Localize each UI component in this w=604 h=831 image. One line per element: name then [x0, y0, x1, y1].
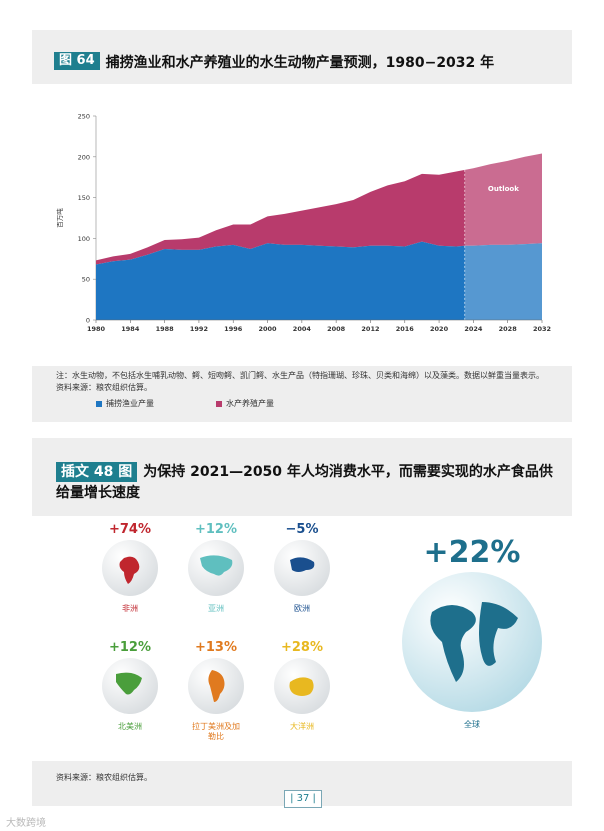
x-tick-label: 1984	[121, 325, 140, 333]
region-pct: +22%	[423, 535, 521, 570]
box-48-panel: 插文 48 图为保持 2021—2050 年人均消费水平，而需要实现的水产食品供…	[32, 438, 572, 806]
watermark: 大数跨境	[6, 818, 46, 829]
box-48-tag: 插文 48 图	[56, 462, 138, 482]
continent-shape	[116, 672, 142, 695]
y-tick-label: 200	[78, 153, 90, 161]
x-tick-label: 2016	[396, 325, 415, 333]
region-pct: −5%	[285, 522, 319, 537]
region-name: 北美洲	[118, 722, 142, 731]
region-pct: +12%	[194, 522, 237, 537]
outlook-overlay	[464, 116, 542, 320]
region-1: +12% 亚洲	[178, 522, 254, 614]
region-pct: +12%	[108, 640, 151, 655]
figure-64-title: 捕捞渔业和水产养殖业的水生动物产量预测，1980−2032 年	[105, 55, 495, 71]
region-pct: +28%	[280, 640, 323, 655]
production-chart-svg: 0 50 100 150 200 250 百万吨 Outlook 1980 1984 1988 199…	[55, 113, 551, 334]
figure-64-note: 注：水生动物，不包括水生哺乳动物、鳄、短吻鳄、凯门鳄、水生产品（特指珊瑚、珍珠、…	[56, 371, 544, 380]
region-name: 大洋洲	[290, 722, 314, 731]
x-tick-label: 2028	[499, 325, 518, 333]
globe-grid: +74% 非洲 +12% 亚洲 −5% 欧洲 +12% 北美洲 +13% 拉丁美洲及加勒比 +28%…	[32, 516, 572, 761]
x-tick-label: 2008	[327, 325, 346, 333]
region-5: +28% 大洋洲	[264, 640, 340, 732]
globe-sphere	[402, 572, 542, 712]
continent-shape	[208, 670, 225, 702]
figure-64-tag: 图 64	[54, 52, 100, 70]
region-name: 全球	[464, 720, 480, 729]
y-tick-label: 150	[78, 194, 90, 202]
x-tick-label: 1992	[190, 325, 208, 333]
globe-north-america-icon	[102, 658, 158, 714]
figure-64-panel: 图 64 捕捞渔业和水产养殖业的水生动物产量预测，1980−2032 年 0 50 1…	[32, 30, 572, 422]
figure-64-title-row: 图 64 捕捞渔业和水产养殖业的水生动物产量预测，1980−2032 年	[54, 52, 558, 73]
region-6: +22% 全球	[392, 536, 552, 730]
x-tick-label: 2032	[533, 325, 551, 333]
region-name: 拉丁美洲及加勒比	[192, 722, 240, 741]
continent-shape	[200, 555, 233, 576]
region-4: +13% 拉丁美洲及加勒比	[178, 640, 254, 742]
region-name: 欧洲	[294, 604, 310, 613]
box-48-title-row: 插文 48 图为保持 2021—2050 年人均消费水平，而需要实现的水产食品供…	[56, 462, 556, 504]
y-tick-label: 0	[86, 317, 90, 325]
x-tick-label: 1996	[224, 325, 243, 333]
x-tick-label: 1988	[156, 325, 175, 333]
legend-aquaculture-label: 水产养殖产量	[226, 399, 274, 408]
legend-capture: 捕捞渔业产量	[96, 398, 154, 409]
box-48-title: 为保持 2021—2050 年人均消费水平，而需要实现的水产食品供给量增长速度	[56, 464, 553, 501]
box-48-source: 资料来源：粮农组织估算。	[56, 773, 152, 782]
y-tick-label: 50	[82, 276, 90, 284]
figure-64-source: 资料来源：粮农组织估算。	[56, 383, 152, 392]
globe-oceania-icon	[274, 658, 330, 714]
globe-asia-icon	[188, 540, 244, 596]
continent-shape	[119, 556, 140, 584]
region-name: 非洲	[122, 604, 138, 613]
aquaculture-area	[96, 153, 542, 265]
capture-area	[96, 241, 542, 320]
legend-capture-swatch	[96, 400, 102, 407]
x-tick-label: 2000	[258, 325, 277, 333]
region-name: 亚洲	[208, 604, 224, 613]
globe-europe-icon	[274, 540, 330, 596]
production-chart: 0 50 100 150 200 250 百万吨 Outlook 1980 1984 1988 199…	[32, 84, 572, 408]
x-tick-label: 2024	[464, 325, 483, 333]
legend-aquaculture: 水产养殖产量	[216, 398, 274, 409]
region-3: +12% 北美洲	[92, 640, 168, 732]
continent-shape	[430, 602, 518, 682]
x-tick-label: 2012	[361, 325, 379, 333]
globe-africa-icon	[102, 540, 158, 596]
x-tick-label: 1980	[87, 325, 106, 333]
y-tick-label: 100	[78, 235, 90, 243]
region-2: −5% 欧洲	[264, 522, 340, 614]
y-tick-label: 250	[78, 113, 90, 121]
y-axis-label: 百万吨	[55, 208, 64, 228]
legend-capture-label: 捕捞渔业产量	[106, 399, 154, 408]
globe-latin-america-icon	[188, 658, 244, 714]
region-pct: +13%	[194, 640, 237, 655]
outlook-annotation: Outlook	[488, 185, 519, 193]
region-0: +74% 非洲	[92, 522, 168, 614]
continent-shape	[290, 557, 315, 572]
x-tick-label: 2020	[430, 325, 449, 333]
continent-shape	[289, 677, 314, 696]
legend-aquaculture-swatch	[216, 400, 222, 407]
page-number: | 37 |	[284, 790, 322, 808]
region-pct: +74%	[108, 522, 151, 537]
globe-world-icon	[402, 572, 542, 712]
x-tick-label: 2004	[293, 325, 312, 333]
